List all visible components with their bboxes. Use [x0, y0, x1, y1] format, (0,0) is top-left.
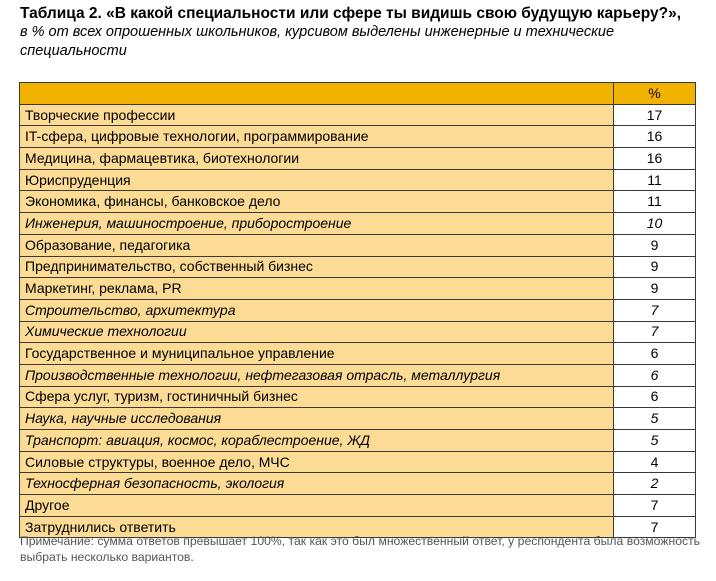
row-label-cell: Строительство, архитектура	[19, 298, 614, 322]
row-label-cell: Инженерия, машиностроение, приборостроен…	[19, 212, 614, 235]
table-row: Медицина, фармацевтика, биотехнологии 16	[19, 147, 696, 170]
row-label-cell: Техносферная безопасность, экология	[19, 472, 614, 496]
row-percent-cell: 11	[613, 190, 696, 214]
row-percent-cell: 7	[613, 320, 696, 344]
row-percent-cell: 9	[613, 255, 696, 279]
row-label-cell: Транспорт: авиация, космос, кораблестрое…	[19, 429, 614, 452]
table-row: Техносферная безопасность, экология 2	[19, 472, 696, 496]
row-label-cell: Химические технологии	[19, 320, 614, 344]
table-row: Инженерия, машиностроение, приборостроен…	[19, 212, 696, 235]
career-preferences-table: % Творческие профессии 17 IT-сфера, цифров…	[19, 82, 696, 539]
table-row: Строительство, архитектура 7	[19, 298, 696, 322]
row-label-cell: Наука, научные исследования	[19, 407, 614, 430]
row-label-cell: Другое	[19, 494, 614, 517]
table-row: Предпринимательство, собственный бизнес 9	[19, 255, 696, 279]
row-label-cell: Экономика, финансы, банковское дело	[19, 190, 614, 214]
row-percent-cell: 4	[613, 450, 696, 474]
row-label-cell: Затруднились ответить	[19, 515, 614, 539]
row-percent-cell: 6	[613, 363, 696, 387]
row-percent-cell: 7	[613, 298, 696, 322]
table-row: Творческие профессии 17	[19, 103, 696, 127]
table-row: Образование, педагогика 9	[19, 233, 696, 257]
header-percent-cell: %	[613, 82, 696, 105]
row-percent-cell: 5	[613, 407, 696, 430]
row-percent-cell: 10	[613, 212, 696, 235]
table-row: Другое 7	[19, 494, 696, 517]
table-row: Государственное и муниципальное управлен…	[19, 342, 696, 365]
row-label-cell: Юриспруденция	[19, 168, 614, 192]
row-percent-cell: 11	[613, 168, 696, 192]
table-caption: Таблица 2. «В какой специальности или сф…	[20, 4, 700, 61]
table-row: Маркетинг, реклама, PR 9	[19, 277, 696, 300]
row-percent-cell: 17	[613, 103, 696, 127]
table-row: IT-сфера, цифровые технологии, программи…	[19, 125, 696, 149]
table-note: Примечание: сумма ответов превышает 100%…	[20, 534, 700, 564]
table-row: Производственные технологии, нефтегазова…	[19, 363, 696, 387]
table-row: Транспорт: авиация, космос, кораблестрое…	[19, 429, 696, 452]
table-row: Сфера услуг, туризм, гостиничный бизнес 6	[19, 385, 696, 409]
table-row: Химические технологии 7	[19, 320, 696, 344]
row-label-cell: IT-сфера, цифровые технологии, программи…	[19, 125, 614, 149]
table-row: Юриспруденция 11	[19, 168, 696, 192]
row-percent-cell: 9	[613, 277, 696, 300]
table-row: Экономика, финансы, банковское дело 11	[19, 190, 696, 214]
table-row: Наука, научные исследования 5	[19, 407, 696, 430]
row-percent-cell: 2	[613, 472, 696, 496]
row-label-cell: Творческие профессии	[19, 103, 614, 127]
row-label-cell: Производственные технологии, нефтегазова…	[19, 363, 614, 387]
row-percent-cell: 16	[613, 125, 696, 149]
table-title: Таблица 2. «В какой специальности или сф…	[20, 5, 682, 22]
row-percent-cell: 7	[613, 494, 696, 517]
row-label-cell: Силовые структуры, военное дело, МЧС	[19, 450, 614, 474]
row-percent-cell: 6	[613, 342, 696, 365]
row-label-cell: Предпринимательство, собственный бизнес	[19, 255, 614, 279]
row-percent-cell: 16	[613, 147, 696, 170]
header-label-cell	[19, 82, 614, 105]
row-label-cell: Сфера услуг, туризм, гостиничный бизнес	[19, 385, 614, 409]
table-body: Творческие профессии 17 IT-сфера, цифровые…	[19, 103, 696, 539]
table-subtitle: в % от всех опрошенных школьников, курси…	[20, 24, 615, 59]
row-percent-cell: 5	[613, 429, 696, 452]
row-label-cell: Медицина, фармацевтика, биотехнологии	[19, 147, 614, 170]
row-percent-cell: 6	[613, 385, 696, 409]
row-label-cell: Государственное и муниципальное управлен…	[19, 342, 614, 365]
table-row: Затруднились ответить 7	[19, 515, 696, 539]
table-header-row: %	[19, 82, 696, 105]
row-label-cell: Образование, педагогика	[19, 233, 614, 257]
table-row: Силовые структуры, военное дело, МЧС 4	[19, 450, 696, 474]
row-percent-cell: 9	[613, 233, 696, 257]
row-label-cell: Маркетинг, реклама, PR	[19, 277, 614, 300]
row-percent-cell: 7	[613, 515, 696, 539]
